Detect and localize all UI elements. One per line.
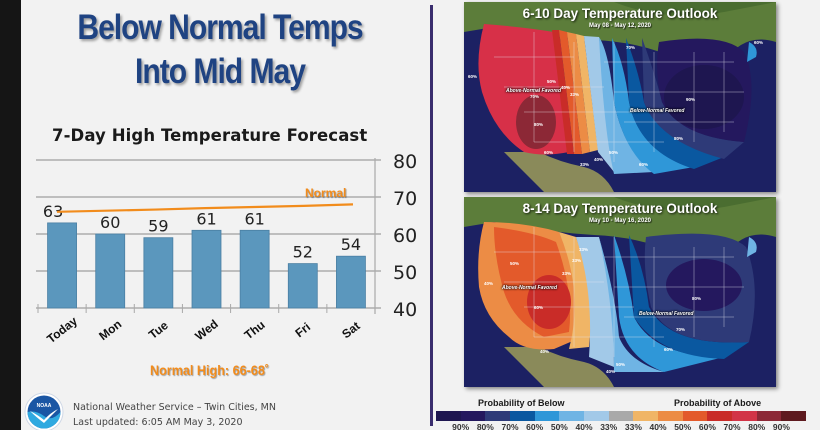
map-8-14-graphic bbox=[464, 197, 776, 387]
normal-line-label: Normal bbox=[305, 186, 346, 200]
colorbar-segment bbox=[781, 411, 807, 421]
colorbar-label: 70% bbox=[723, 422, 741, 430]
x-category-label: Fri bbox=[292, 320, 313, 340]
map-6-10-graphic bbox=[464, 2, 776, 192]
bar-value-label: 54 bbox=[341, 235, 361, 254]
noaa-logo-icon: NOAA bbox=[24, 392, 64, 430]
colorbar-label: 90% bbox=[772, 422, 790, 430]
colorbar-segment bbox=[534, 411, 560, 421]
colorbar-segment bbox=[608, 411, 634, 421]
map-1-title: 6-10 Day Temperature Outlook bbox=[522, 6, 718, 21]
map-1-dates: May 08 - May 12, 2020 bbox=[588, 23, 652, 29]
y-tick-label: 70 bbox=[393, 188, 417, 210]
colorbar-segment bbox=[658, 411, 683, 421]
credit-office: National Weather Service – Twin Cities, … bbox=[73, 402, 276, 413]
colorbar-segment bbox=[436, 411, 461, 421]
map-8-14-day-outlook: 8-14 Day Temperature Outlook May 10 - Ma… bbox=[464, 197, 776, 387]
colorbar-segment bbox=[559, 411, 585, 421]
colorbar-label: 40% bbox=[649, 422, 667, 430]
colorbar-label: 80% bbox=[476, 422, 494, 430]
credit-block: National Weather Service – Twin Cities, … bbox=[73, 400, 276, 430]
map-1-above-favored-label: Above-Normal Favored bbox=[506, 88, 562, 94]
bar-tue bbox=[143, 237, 174, 309]
bar-sat bbox=[336, 255, 366, 309]
x-category-label: Tue bbox=[146, 318, 171, 342]
bar-value-label: 61 bbox=[244, 209, 264, 228]
colorbar-label: 50% bbox=[674, 422, 692, 430]
normal-high-note: Normal High: 66-68˚ bbox=[150, 362, 270, 378]
colorbar-segment bbox=[756, 411, 782, 421]
bar-today bbox=[47, 222, 77, 309]
left-edge-strip bbox=[0, 0, 21, 430]
title-line-2: Into Mid May bbox=[135, 52, 306, 91]
bar-wed bbox=[191, 229, 222, 309]
page-title: Below Normal Temps Into Mid May bbox=[49, 6, 391, 94]
colorbar-segment bbox=[510, 411, 535, 421]
colorbar-label: 50% bbox=[550, 422, 568, 430]
y-tick-label: 40 bbox=[393, 299, 417, 321]
bar-value-label: 59 bbox=[148, 217, 168, 236]
temperature-bar-chart: 40 50 60 70 80 63 Today 60 Mon 59 Tue 61 Wed 61 Thu 52 F… bbox=[36, 151, 417, 346]
colorbar-segment bbox=[460, 411, 486, 421]
bar-fri bbox=[287, 263, 318, 309]
bar-value-label: 63 bbox=[43, 202, 63, 221]
x-category-label: Wed bbox=[192, 317, 220, 344]
title-line-1: Below Normal Temps bbox=[77, 8, 363, 47]
bar-mon bbox=[95, 233, 126, 309]
colorbar-label: 33% bbox=[600, 422, 618, 430]
colorbar-label: 60% bbox=[698, 422, 716, 430]
map-1-below-favored-label: Below-Normal Favored bbox=[630, 108, 685, 114]
map-6-10-day-outlook: 6-10 Day Temperature Outlook May 08 - Ma… bbox=[464, 2, 776, 192]
bar-value-label: 52 bbox=[293, 243, 313, 262]
colorbar-label: 70% bbox=[501, 422, 519, 430]
colorbar-segment bbox=[485, 411, 511, 421]
colorbar-label: 60% bbox=[526, 422, 544, 430]
map-2-dates: May 10 - May 16, 2020 bbox=[588, 218, 652, 224]
map-2-above-favored-label: Above-Normal Favored bbox=[502, 285, 558, 291]
x-category-label: Thu bbox=[242, 318, 268, 343]
colorbar-segment bbox=[584, 411, 609, 421]
x-category-label: Today bbox=[44, 314, 80, 346]
colorbar-segment bbox=[707, 411, 733, 421]
colorbar-label: 90% bbox=[452, 422, 470, 430]
bar-thu bbox=[239, 229, 270, 309]
colorbar-label: 80% bbox=[748, 422, 766, 430]
colorbar-segment bbox=[732, 411, 757, 421]
map-2-below-favored-label: Below-Normal Favored bbox=[639, 311, 694, 317]
bar-value-label: 61 bbox=[196, 209, 216, 228]
y-tick-label: 60 bbox=[393, 225, 417, 247]
legend-above-title: Probability of Above bbox=[674, 398, 762, 408]
chart-title: 7-Day High Temperature Forecast bbox=[52, 126, 368, 145]
colorbar-label: 33% bbox=[624, 422, 642, 430]
legend-below-title: Probability of Below bbox=[478, 398, 565, 408]
probability-colorbar-labels: 90% 80% 70% 60% 50% 40% 33% 33% 40% 50% 60% 70% 80% 9… bbox=[448, 422, 793, 430]
y-tick-label: 50 bbox=[393, 262, 417, 284]
credit-updated: Last updated: 6:05 AM May 3, 2020 bbox=[73, 417, 243, 428]
colorbar-segment bbox=[633, 411, 659, 421]
x-category-label: Sat bbox=[339, 319, 362, 342]
colorbar-label: 40% bbox=[575, 422, 593, 430]
map-2-title: 8-14 Day Temperature Outlook bbox=[522, 201, 718, 216]
vertical-divider bbox=[430, 5, 433, 426]
normal-line bbox=[56, 203, 354, 213]
y-tick-label: 80 bbox=[393, 151, 417, 173]
bar-value-label: 60 bbox=[100, 213, 120, 232]
x-category-label: Mon bbox=[96, 317, 124, 343]
colorbar-segment bbox=[682, 411, 708, 421]
probability-colorbar bbox=[436, 411, 807, 421]
svg-text:NOAA: NOAA bbox=[37, 403, 52, 409]
